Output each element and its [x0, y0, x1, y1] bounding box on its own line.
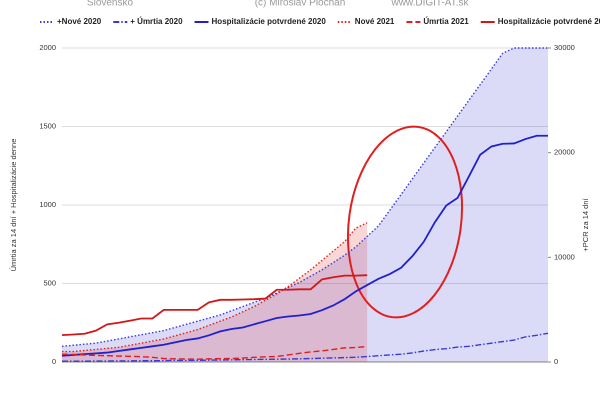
highlight-ellipse — [346, 125, 464, 319]
y-tick-label: 2000 — [39, 43, 56, 52]
legend-label: Úmrtia 2021 — [423, 17, 469, 26]
y-tick-label: 1500 — [39, 121, 56, 130]
area — [62, 48, 548, 362]
y2-tick-label: 30000 — [554, 43, 575, 52]
legend-label: +Nové 2020 — [57, 17, 102, 26]
series-line — [61, 134, 548, 357]
y2-axis-label: +PCR za 14 dní — [581, 198, 590, 252]
legend-label: Hospitalizácie potvrdené 2021 — [498, 17, 600, 26]
y-tick-label: 1000 — [39, 200, 56, 209]
legend-label: + Úmrtia 2020 — [130, 17, 183, 26]
series-line — [62, 222, 368, 353]
series-line — [61, 274, 368, 337]
area — [62, 222, 368, 362]
y2-tick-label: 0 — [554, 357, 558, 366]
header-text: www.DIGIT-AT.sk — [390, 0, 469, 9]
y-axis-label: Úmrtia za 14 dní + Hospitalizácie denne — [9, 139, 18, 272]
header-text: Slovensko — [87, 0, 134, 9]
series-line — [61, 345, 368, 360]
y2-tick-label: 10000 — [554, 252, 575, 261]
series-line — [61, 47, 548, 347]
legend-label: Nové 2021 — [355, 17, 395, 26]
y-tick-label: 500 — [43, 278, 56, 287]
series-line — [62, 332, 549, 362]
legend-label: Hospitalizácie potvrdené 2020 — [212, 17, 327, 26]
y2-tick-label: 20000 — [554, 148, 575, 157]
header-text: (c) Miroslav Plochan — [255, 0, 346, 9]
y-tick-label: 0 — [52, 357, 56, 366]
